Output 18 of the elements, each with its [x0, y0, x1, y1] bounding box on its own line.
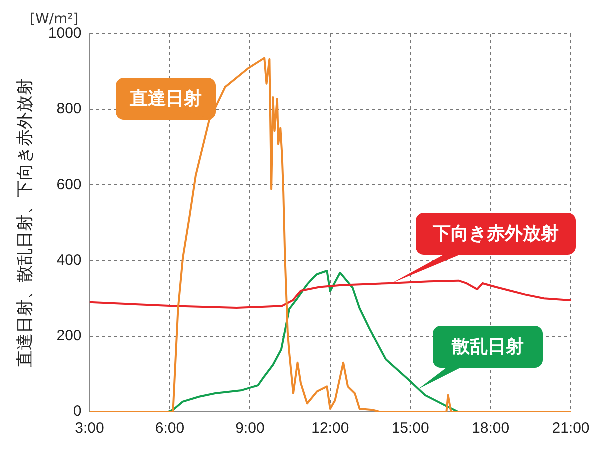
- x-tick-label: 9:00: [236, 420, 265, 438]
- x-tick-label: 18:00: [472, 420, 510, 438]
- y-axis-title: 直達日射、散乱日射、下向き赤外放射: [16, 78, 36, 368]
- y-tick-label: 600: [56, 176, 82, 194]
- text: [W/m²]: [30, 12, 79, 28]
- x-tick-label: 12:00: [312, 420, 350, 438]
- x-tick-label: 21:00: [552, 420, 590, 438]
- series-label: 直達日射: [129, 88, 202, 110]
- text: 下向き赤外放射: [432, 224, 559, 245]
- y-tick-label: 800: [56, 100, 82, 118]
- y-tick-label: 1000: [48, 25, 82, 42]
- y-tick-label: 200: [56, 328, 82, 345]
- text: 散乱日射: [451, 336, 524, 358]
- y-tick-label: 0: [73, 403, 82, 420]
- x-tick-label: 3:00: [75, 420, 104, 438]
- x-tick-label: 15:00: [392, 420, 430, 438]
- x-tick-label: 6:00: [155, 420, 185, 438]
- y-tick-label: 400: [56, 252, 82, 269]
